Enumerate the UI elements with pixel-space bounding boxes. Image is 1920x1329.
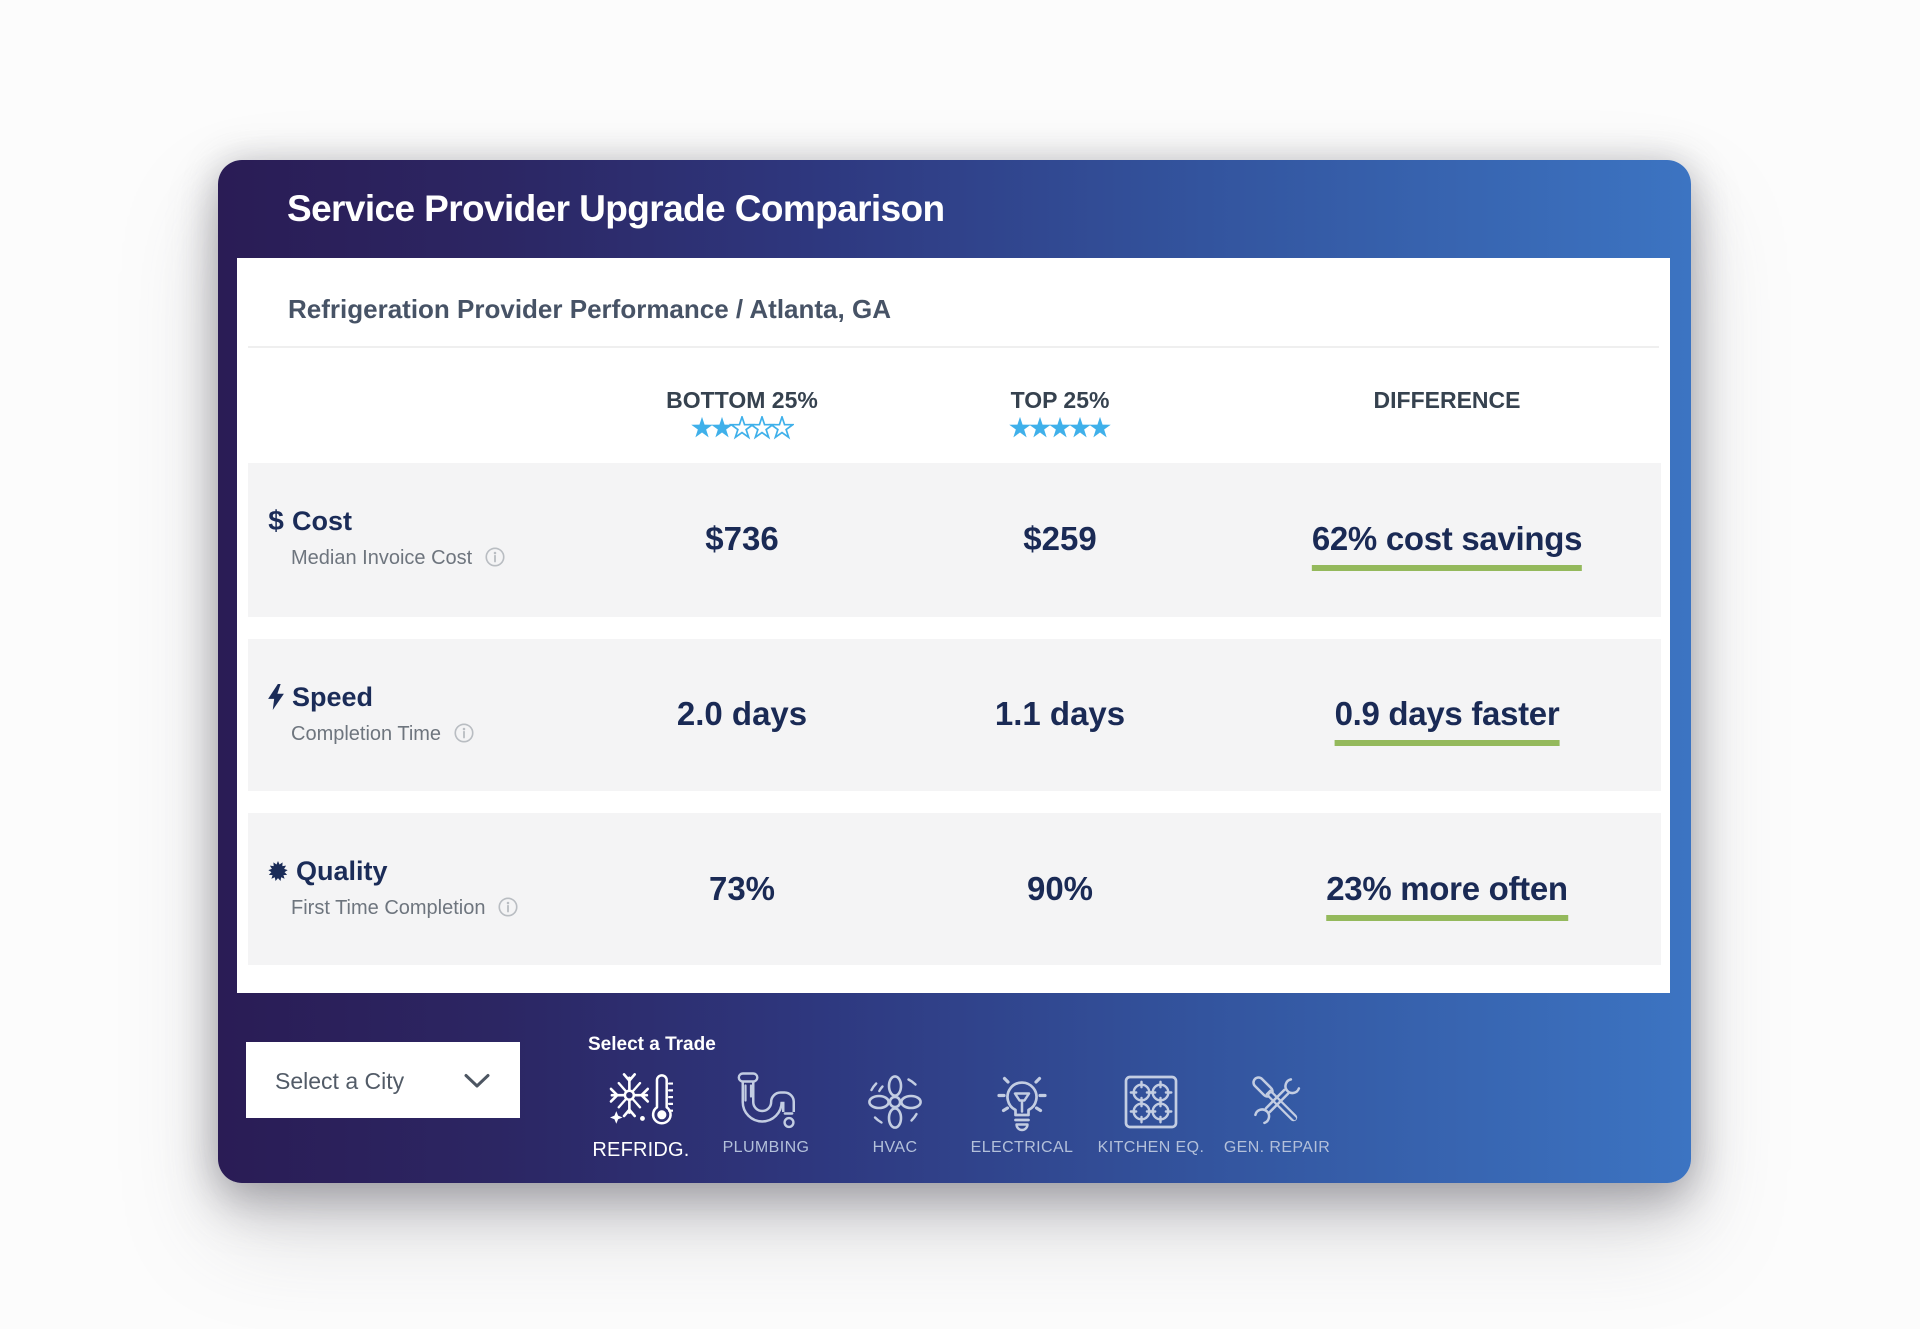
svg-text:$: $ (268, 507, 284, 535)
